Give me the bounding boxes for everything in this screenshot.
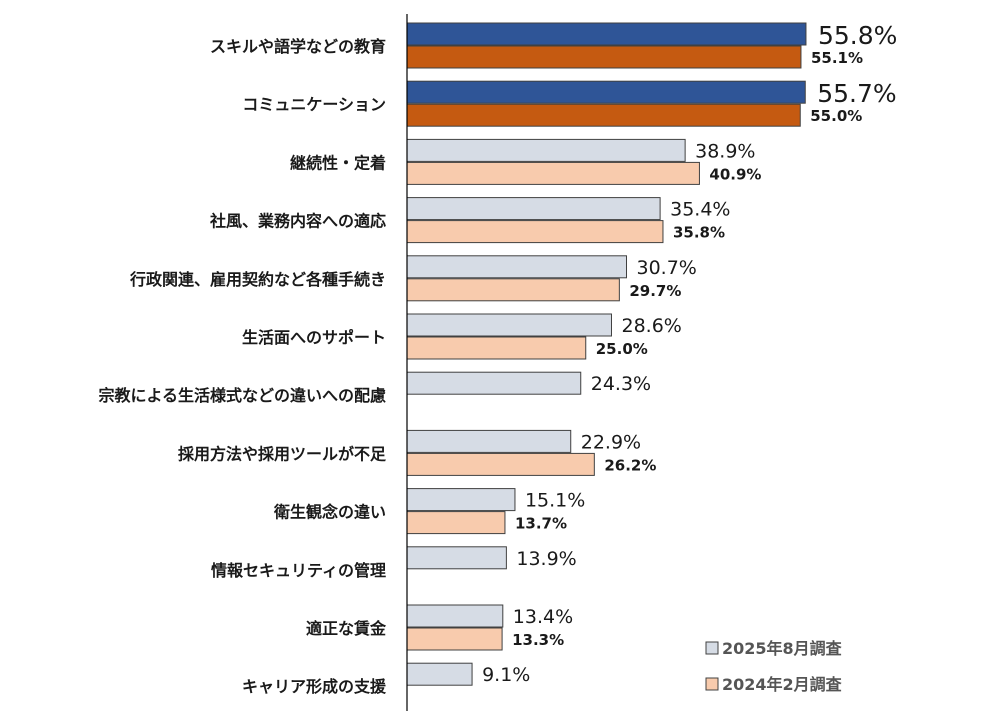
- data-label-2024: 40.9%: [709, 165, 761, 183]
- data-label-2024: 55.0%: [810, 107, 862, 125]
- bar-2025: [406, 546, 507, 570]
- bar-2025: [406, 313, 612, 337]
- bar-2024: [406, 161, 700, 185]
- legend-swatch-2024: [705, 677, 719, 691]
- data-label-2025: 9.1%: [482, 664, 530, 686]
- category-label: 情報セキュリティの管理: [211, 561, 386, 580]
- bar-2025: [406, 80, 806, 104]
- data-label-2024: 25.0%: [596, 340, 648, 358]
- legend-label-2025: 2025年8月調査: [722, 639, 842, 658]
- data-label-2025: 24.3%: [591, 373, 651, 395]
- bar-2025: [406, 662, 473, 686]
- data-label-2024: 35.8%: [673, 224, 725, 242]
- bar-2024: [406, 627, 503, 651]
- bar-2024: [406, 452, 595, 476]
- bar-2024: [406, 336, 587, 360]
- category-label: 適正な賃金: [306, 619, 387, 638]
- data-label-2024: 26.2%: [604, 456, 656, 474]
- bar-2024: [406, 511, 506, 535]
- legend: 2025年8月調査 2024年2月調査: [705, 639, 842, 694]
- category-label: 衛生観念の違い: [273, 503, 386, 522]
- data-label-2024: 29.7%: [629, 282, 681, 300]
- data-label-2025: 13.4%: [513, 606, 573, 628]
- data-label-2025: 13.9%: [516, 548, 576, 570]
- legend-label-2024: 2024年2月調査: [722, 675, 842, 694]
- data-label-2025: 35.4%: [670, 199, 730, 221]
- data-label-2025: 55.7%: [817, 79, 896, 108]
- bar-2025: [406, 488, 516, 512]
- category-label: スキルや語学などの教育: [210, 37, 386, 56]
- data-label-2025: 55.8%: [818, 21, 897, 50]
- category-label: キャリア形成の支援: [242, 677, 387, 696]
- category-label: 宗教による生活様式などの違いへの配慮: [98, 386, 386, 405]
- data-label-2025: 28.6%: [621, 315, 681, 337]
- data-label-2025: 30.7%: [637, 257, 697, 279]
- category-label: 継続性・定着: [290, 153, 386, 172]
- category-label: コミュニケーション: [242, 95, 386, 114]
- bar-2024: [406, 45, 802, 69]
- bar-2024: [406, 220, 664, 244]
- category-label: 採用方法や採用ツールが不足: [178, 444, 387, 463]
- data-label-2024: 13.7%: [515, 515, 567, 533]
- bar-2025: [406, 429, 572, 453]
- data-label-2025: 15.1%: [525, 490, 585, 512]
- bar-2025: [406, 371, 582, 395]
- data-label-2025: 38.9%: [695, 140, 755, 162]
- bar-2025: [406, 138, 686, 162]
- bar-2025: [406, 604, 504, 628]
- category-label: 生活面へのサポート: [242, 328, 386, 347]
- bar-2025: [406, 22, 807, 46]
- labels-group: スキルや語学などの教育 55.8%55.1% コミュニケーション 55.7%55.0%…: [98, 21, 897, 696]
- bar-2025: [406, 197, 661, 221]
- data-label-2025: 22.9%: [581, 431, 641, 453]
- category-label: 社風、業務内容への適応: [209, 212, 386, 231]
- bar-2024: [406, 278, 620, 302]
- category-label: 行政関連、雇用契約など各種手続き: [129, 270, 386, 289]
- data-label-2024: 13.3%: [512, 631, 564, 649]
- legend-swatch-2025: [705, 641, 719, 655]
- bar-2024: [406, 103, 801, 127]
- data-label-2024: 55.1%: [811, 49, 863, 67]
- bar-2025: [406, 255, 628, 279]
